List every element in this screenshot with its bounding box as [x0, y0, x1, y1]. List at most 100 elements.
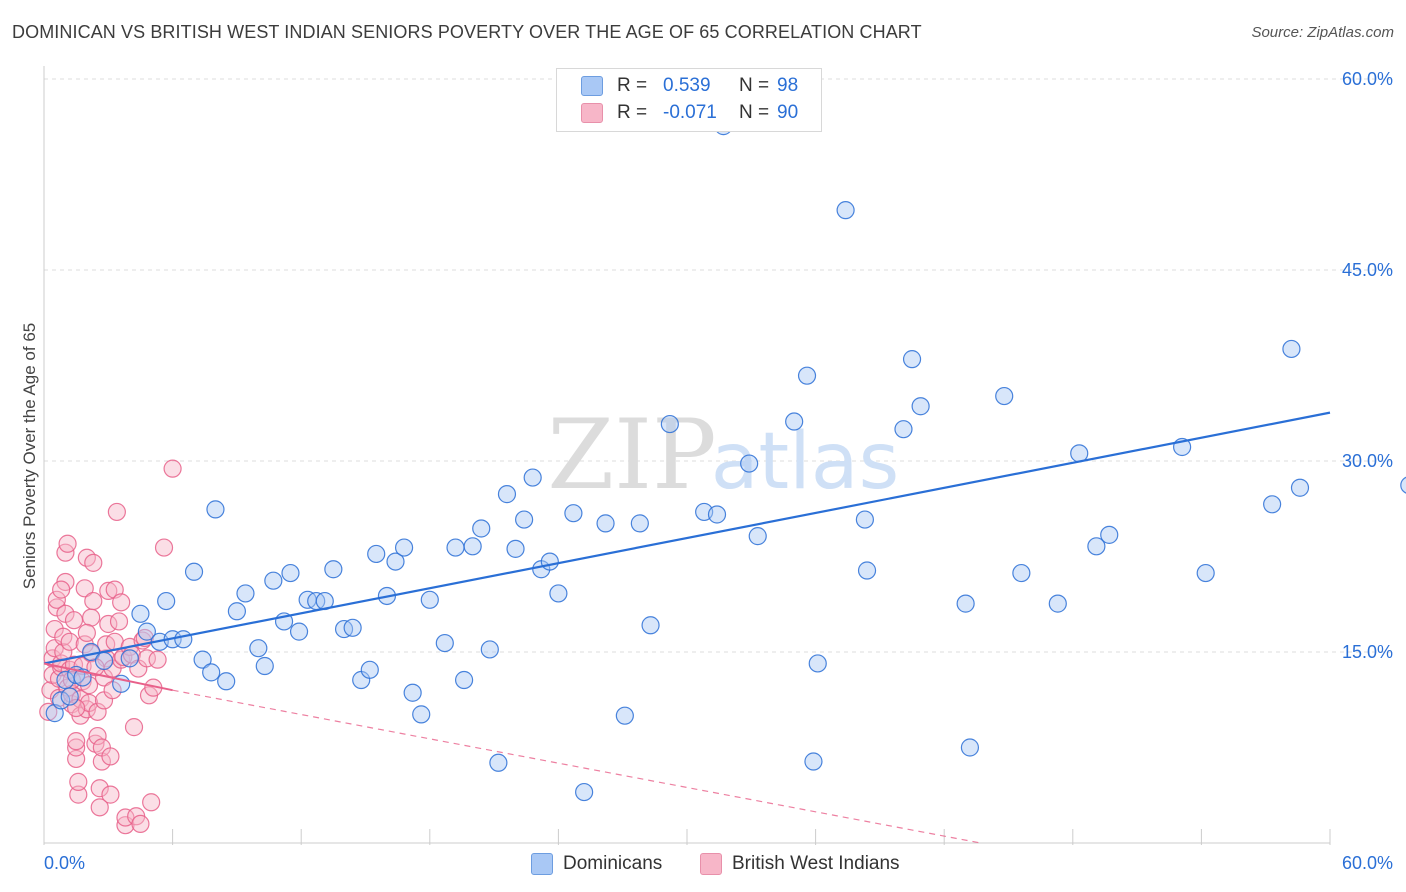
legend-n-label: N = [739, 75, 770, 96]
british-west-indians-point [67, 732, 86, 751]
dominicans-point [857, 561, 877, 580]
dominicans-point [894, 420, 913, 439]
dominicans-point [660, 414, 679, 434]
y-tick-label: 15.0% [1342, 642, 1393, 662]
dominicans-point [575, 782, 594, 802]
dominicans-point [480, 640, 499, 659]
dominicans-point [641, 616, 660, 635]
dominicans-point [367, 544, 386, 564]
dominicans-point [463, 537, 482, 556]
dominicans-point [184, 562, 204, 581]
british-west-indians-point [82, 608, 101, 627]
legend-r-label: R = [617, 102, 648, 123]
dominicans-point [489, 753, 508, 772]
dominicans-point [472, 519, 491, 538]
legend-r-label: R = [617, 75, 648, 96]
x-tick-label: 60.0% [1342, 853, 1393, 873]
british-west-indians-point [60, 632, 79, 651]
british-west-indians-point [101, 747, 120, 766]
dominicans-point [911, 397, 930, 416]
british-west-indians-point [92, 752, 111, 771]
trend-lines [43, 411, 1331, 844]
british-west-indians-point [39, 702, 58, 721]
british-west-indians-point [84, 553, 103, 572]
dominicans-point [193, 650, 212, 669]
dominicans-point [281, 563, 300, 583]
dominicans-point [740, 454, 759, 473]
y-tick-label: 30.0% [1342, 451, 1393, 471]
dominicans-point [808, 654, 827, 673]
dominicans-point [94, 651, 114, 671]
dominicans-point [174, 630, 193, 649]
gridlines [44, 78, 1394, 653]
dominicans-point [157, 591, 176, 611]
dominicans-point [956, 594, 975, 613]
british-west-indians-point [69, 785, 88, 804]
dominicans-point [1282, 339, 1301, 359]
british-west-indians-trend-extension [172, 689, 981, 844]
bottom-legend-label: Dominicans [563, 853, 663, 874]
dominicans-point [1048, 594, 1067, 613]
dominicans-point [630, 514, 649, 533]
dominicans-point [855, 510, 874, 529]
dominicans-point [403, 683, 422, 702]
dominicans-point [1290, 478, 1310, 497]
british-west-indians-point [112, 593, 131, 612]
british-west-indians-point [75, 579, 94, 598]
dominicans-point [412, 705, 431, 724]
dominicans-point [236, 584, 255, 603]
dominicans-point [343, 618, 362, 637]
dominicans-point [1400, 476, 1406, 494]
dominicans-point [454, 670, 474, 690]
dominicans-point [131, 604, 150, 623]
dominicans-point [435, 633, 454, 653]
dominicans-point [1263, 495, 1282, 514]
dominicans-points [45, 117, 1406, 802]
british-west-indians-point [71, 690, 90, 709]
legend-n-value: 98 [777, 75, 799, 96]
dominicans-trend-line [43, 411, 1331, 665]
british-west-indians-point [77, 623, 96, 643]
dominicans-point [420, 590, 439, 609]
dominicans-point [540, 552, 559, 571]
legend-n-value: 90 [777, 102, 799, 123]
british-west-indians-point [67, 738, 86, 757]
bottom-legend-swatch-blue [531, 853, 553, 875]
dominicans-point [804, 752, 823, 771]
y-tick-label: 60.0% [1342, 69, 1393, 89]
tick-labels: 15.0% 30.0% 45.0% 60.0% 0.0% 60.0% [44, 69, 1393, 873]
dominicans-point [615, 706, 634, 725]
correlation-legend: R = 0.539 N = 98 R = -0.071 N = 90 [556, 68, 822, 132]
legend-swatch-pink [581, 103, 603, 123]
british-west-indians-point [47, 590, 66, 609]
british-west-indians-point [163, 459, 182, 478]
legend-r-value: 0.539 [663, 75, 711, 96]
watermark-zip: ZIP [547, 399, 716, 511]
british-west-indians-point [88, 726, 107, 746]
dominicans-point [995, 386, 1014, 406]
british-west-indians-point [99, 614, 118, 634]
dominicans-point [1087, 537, 1106, 556]
british-west-indians-point [58, 534, 77, 553]
dominicans-point [506, 539, 525, 558]
chart-title: DOMINICAN VS BRITISH WEST INDIAN SENIORS… [12, 22, 922, 42]
british-west-indians-point [101, 785, 120, 804]
legend-r-value: -0.071 [663, 102, 717, 123]
legend-swatch-blue [581, 76, 603, 96]
dominicans-point [596, 514, 615, 533]
dominicans-point [1196, 563, 1215, 583]
dominicans-point [515, 510, 534, 529]
dominicans-point [748, 527, 767, 546]
dominicans-point [120, 649, 139, 668]
legend-row-british-west-indians: R = -0.071 N = 90 [581, 100, 798, 126]
dominicans-point [549, 584, 568, 603]
british-west-indians-trend-line [43, 662, 173, 692]
dominicans-point [137, 622, 156, 641]
dominicans-point [797, 366, 817, 385]
dominicans-point [497, 485, 517, 504]
bottom-legend-british-west-indians: British West Indians [700, 852, 900, 876]
dominicans-point [217, 672, 236, 691]
dominicans-point [52, 691, 71, 710]
bottom-legend-dominicans: Dominicans [531, 852, 662, 876]
